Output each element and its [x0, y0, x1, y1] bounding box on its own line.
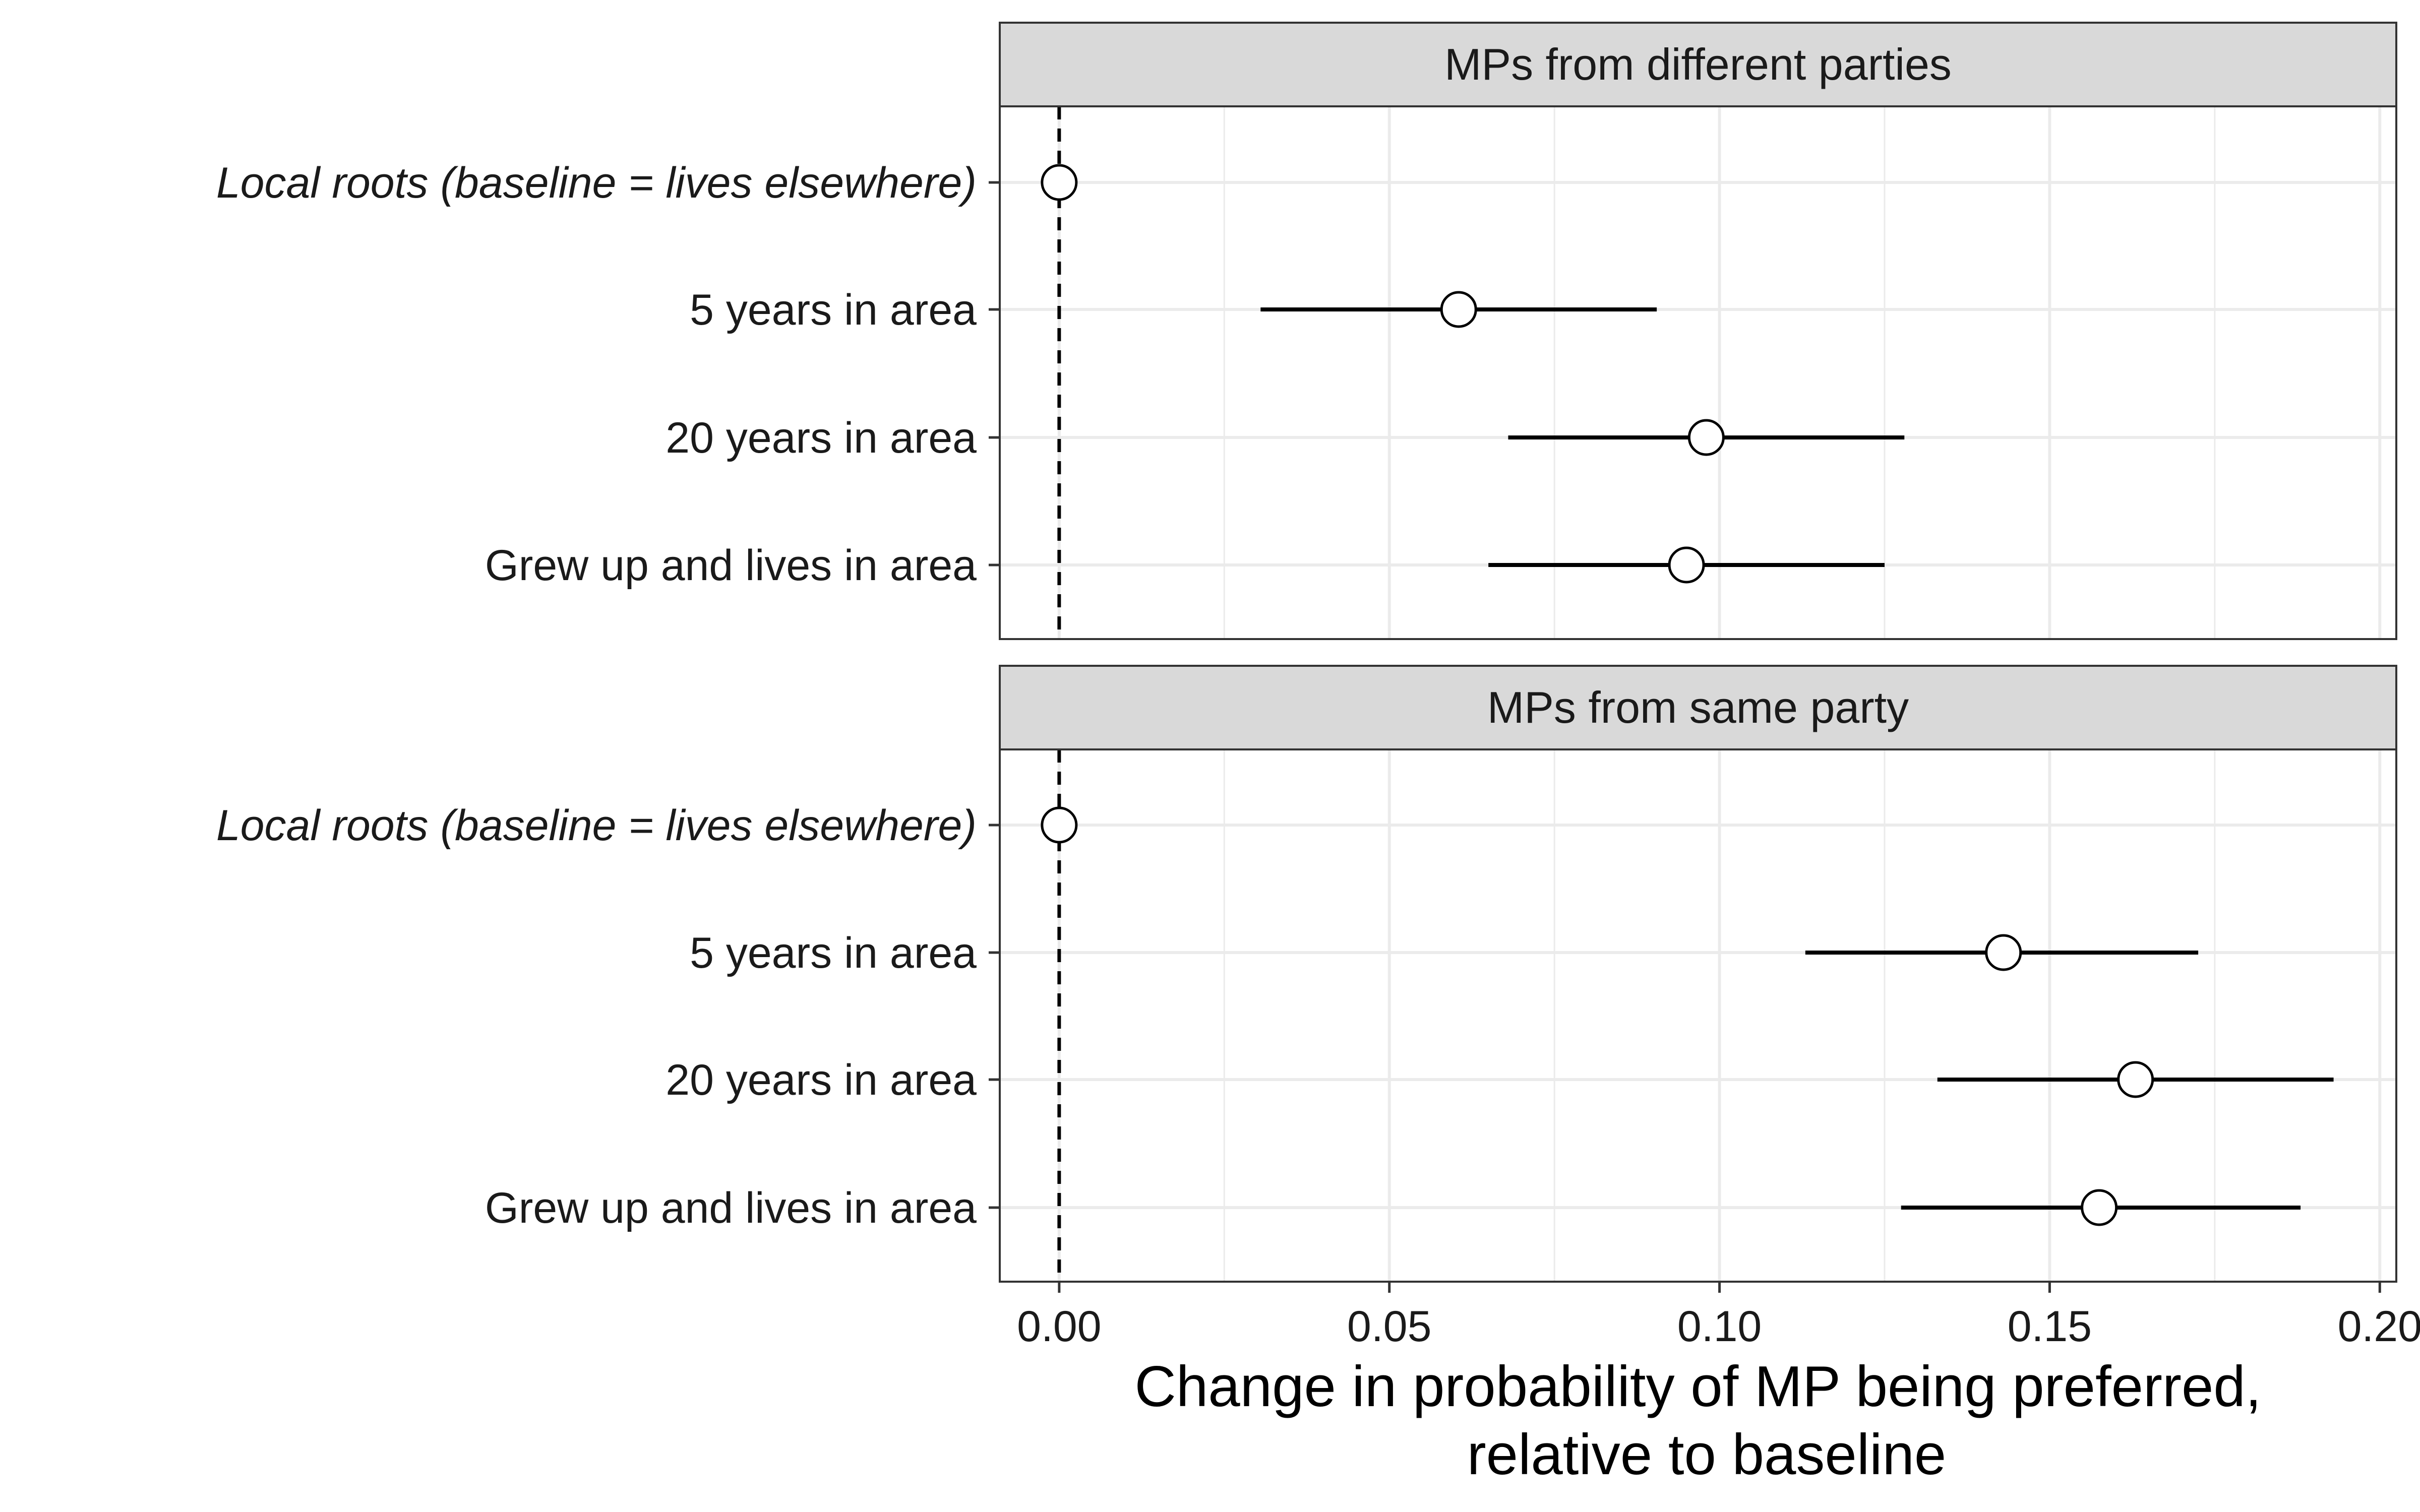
y-tick-label: 20 years in area	[666, 414, 977, 462]
point-estimate	[2117, 1061, 2154, 1098]
panel-title: MPs from same party	[1487, 682, 1909, 732]
x-axis: 0.00 0.05 0.10 0.15 0.20	[1017, 1282, 2420, 1351]
y-tick-label: Local roots (baseline = lives elsewhere)	[216, 801, 977, 850]
x-axis-title-line-1: Change in probability of MP being prefer…	[1135, 1355, 2262, 1419]
point-estimate	[2081, 1189, 2118, 1226]
panel-border	[999, 105, 2397, 640]
panels-layer: MPs from different parties Local roots (b…	[216, 22, 2397, 1283]
y-tick-label: Local roots (baseline = lives elsewhere)	[216, 159, 977, 207]
x-axis-title-line-2: relative to baseline	[1467, 1423, 1947, 1487]
x-tick-label: 0.10	[1677, 1302, 1762, 1351]
y-tick-label: 5 years in area	[690, 929, 977, 977]
panel-strip	[999, 665, 2397, 750]
y-tick-label: Grew up and lives in area	[485, 541, 977, 590]
x-tick-label: 0.20	[2338, 1302, 2420, 1351]
panel-1: MPs from different parties Local roots (b…	[216, 22, 2397, 640]
panel-2: MPs from same party Local roots (baseline…	[216, 665, 2397, 1283]
y-tick-label: Grew up and lives in area	[485, 1184, 977, 1232]
point-estimate	[1985, 934, 2022, 971]
panel-border	[999, 748, 2397, 1283]
point-estimate	[1041, 806, 1078, 844]
panel-title: MPs from different parties	[1444, 39, 1952, 89]
x-tick-label: 0.05	[1347, 1302, 1431, 1351]
point-estimate	[1041, 164, 1078, 201]
y-tick-label: 5 years in area	[690, 286, 977, 334]
point-estimate	[1687, 419, 1725, 456]
y-tick-label: 20 years in area	[666, 1056, 977, 1104]
panel-strip	[999, 22, 2397, 107]
x-tick-label: 0.15	[2008, 1302, 2092, 1351]
point-estimate	[1440, 291, 1477, 328]
x-tick-label: 0.00	[1017, 1302, 1101, 1351]
point-estimate	[1668, 546, 1705, 584]
